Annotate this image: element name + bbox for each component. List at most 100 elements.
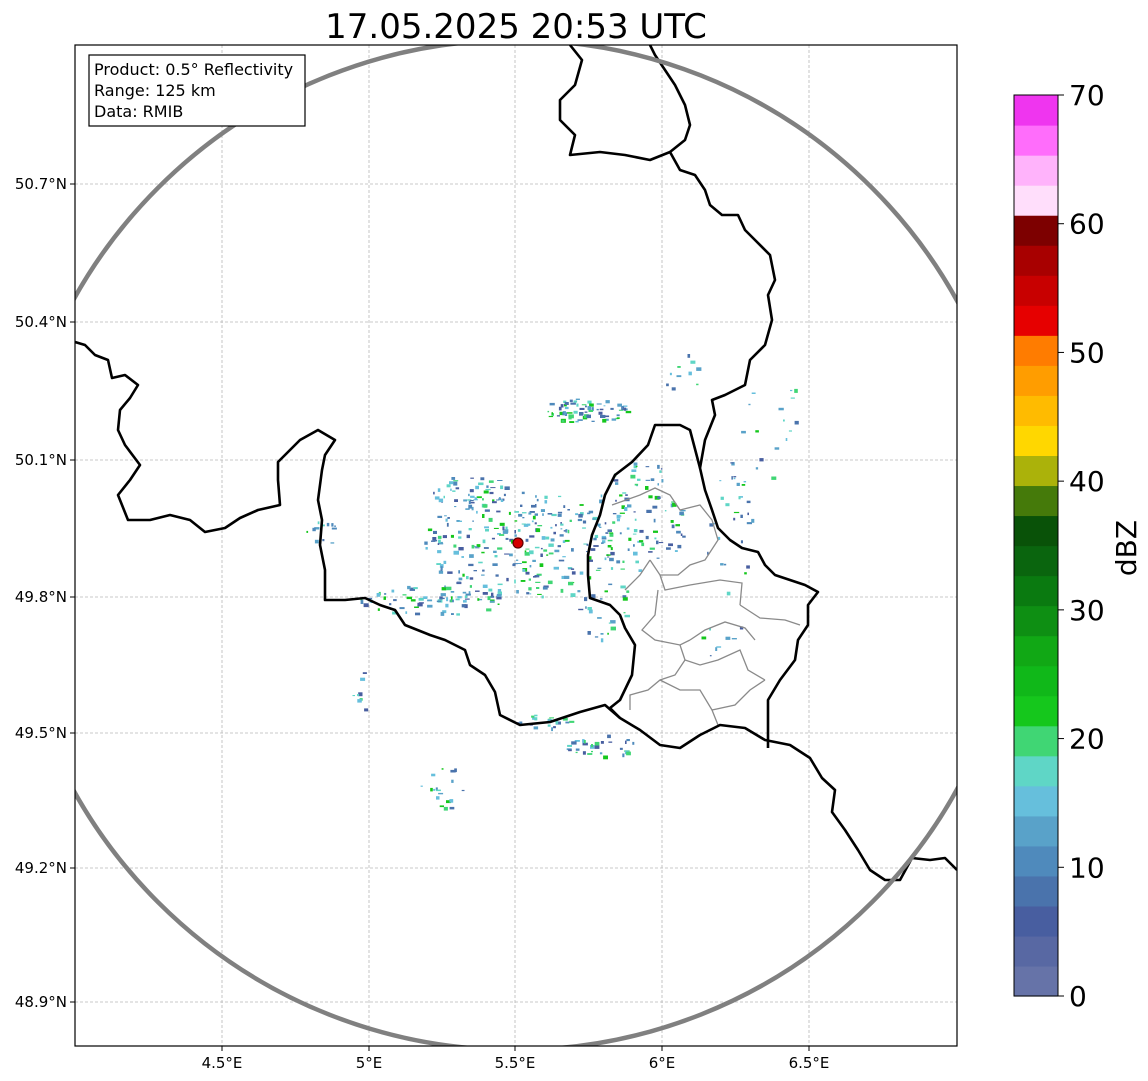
- echo-pixel: [438, 792, 444, 795]
- echo-pixel: [435, 787, 438, 791]
- echo-pixel: [661, 479, 664, 483]
- echo-pixel: [645, 479, 651, 481]
- echo-pixel: [471, 506, 474, 511]
- echo-pixel: [453, 480, 459, 482]
- echo-pixel: [528, 512, 532, 515]
- echo-pixel: [438, 498, 444, 503]
- province-borders: [611, 487, 801, 726]
- colorbar-swatch: [1014, 845, 1058, 877]
- echo-pixel: [506, 577, 509, 582]
- echo-pixel: [498, 497, 501, 501]
- echo-pixel: [748, 403, 751, 406]
- echo-pixel: [687, 354, 691, 358]
- echo-pixel: [409, 587, 415, 591]
- echo-pixel: [534, 522, 537, 525]
- echo-pixel: [487, 596, 491, 601]
- echo-pixel: [483, 490, 489, 494]
- echo-pixel: [560, 523, 564, 526]
- colorbar-swatch: [1014, 605, 1058, 637]
- echo-pixel: [545, 536, 550, 540]
- colorbar-swatch: [1014, 185, 1058, 216]
- echo-pixel: [553, 726, 556, 729]
- echo-pixel: [521, 523, 526, 525]
- echo-pixel: [458, 570, 460, 574]
- echo-pixel: [547, 513, 553, 515]
- echo-pixel: [625, 740, 627, 744]
- map-panel[interactable]: Product: 0.5° Reflectivity Range: 125 km…: [10, 40, 1020, 1050]
- echo-pixel: [563, 530, 567, 532]
- echo-pixel: [622, 595, 627, 598]
- echo-pixel: [542, 586, 548, 590]
- echo-pixel: [529, 593, 532, 595]
- echo-pixel: [548, 415, 554, 418]
- echo-pixel: [495, 574, 499, 577]
- echo-pixel: [632, 533, 637, 535]
- echo-pixel: [569, 519, 572, 522]
- colorbar-swatch: [1014, 215, 1058, 246]
- echo-pixel: [623, 405, 628, 407]
- echo-pixel: [531, 520, 534, 523]
- echo-pixel: [598, 411, 603, 415]
- echo-pixel: [590, 548, 596, 551]
- echo-pixel: [586, 551, 588, 553]
- echo-pixel: [522, 568, 526, 572]
- echo-pixel: [528, 578, 531, 581]
- echo-pixel: [597, 567, 602, 569]
- echo-pixel: [482, 592, 488, 595]
- echo-pixel: [514, 520, 518, 522]
- echo-pixel: [531, 715, 535, 718]
- echo-pixel: [562, 412, 565, 416]
- echo-pixel: [557, 513, 562, 517]
- info-source: Data: RMIB: [94, 102, 183, 121]
- echo-pixel: [427, 604, 433, 608]
- echo-pixel: [568, 418, 572, 420]
- echo-pixel: [624, 407, 627, 411]
- echo-pixel: [549, 717, 554, 719]
- echo-pixel: [739, 496, 743, 498]
- echo-pixel: [410, 599, 416, 602]
- echo-pixel: [535, 581, 541, 583]
- echo-pixel: [619, 532, 622, 535]
- echo-pixel: [488, 517, 493, 522]
- echo-pixel: [529, 511, 535, 513]
- echo-pixel: [435, 789, 441, 792]
- echo-pixel: [561, 419, 565, 423]
- echo-pixel: [625, 410, 632, 414]
- echo-pixel: [458, 530, 462, 534]
- echo-pixel: [641, 542, 645, 547]
- echo-pixel: [455, 598, 460, 601]
- colorbar-swatches: [1014, 95, 1058, 997]
- echo-pixel: [470, 477, 474, 479]
- colorbar-swatch: [1014, 365, 1058, 396]
- echo-pixel: [554, 549, 560, 553]
- echo-pixel: [571, 571, 576, 575]
- echo-pixel: [443, 806, 448, 811]
- echo-pixel: [741, 484, 746, 486]
- echo-pixel: [575, 398, 580, 400]
- echo-pixel: [621, 505, 625, 509]
- echo-pixel: [490, 595, 495, 598]
- echo-pixel: [568, 581, 574, 586]
- echo-pixel: [529, 535, 535, 538]
- echo-pixel: [633, 511, 636, 513]
- echo-pixel: [479, 598, 483, 601]
- echo-pixel: [733, 476, 737, 478]
- echo-pixel: [481, 574, 485, 576]
- echo-pixel: [391, 589, 395, 593]
- echo-pixel: [549, 402, 555, 406]
- echo-pixel: [472, 546, 478, 548]
- y-tick-label: 49.2°N: [15, 859, 67, 877]
- echo-pixel: [645, 486, 649, 490]
- echo-pixel: [567, 529, 570, 534]
- echo-pixel: [637, 478, 641, 481]
- echo-pixel: [575, 751, 578, 754]
- echo-pixel: [635, 465, 638, 468]
- echo-pixel: [482, 504, 488, 508]
- echo-pixel: [522, 512, 527, 514]
- echo-pixel: [587, 512, 591, 515]
- echo-pixel: [633, 544, 635, 547]
- echo-pixel: [573, 410, 578, 414]
- echo-pixel: [446, 597, 449, 602]
- echo-pixel: [524, 552, 530, 556]
- echo-pixel: [666, 547, 671, 550]
